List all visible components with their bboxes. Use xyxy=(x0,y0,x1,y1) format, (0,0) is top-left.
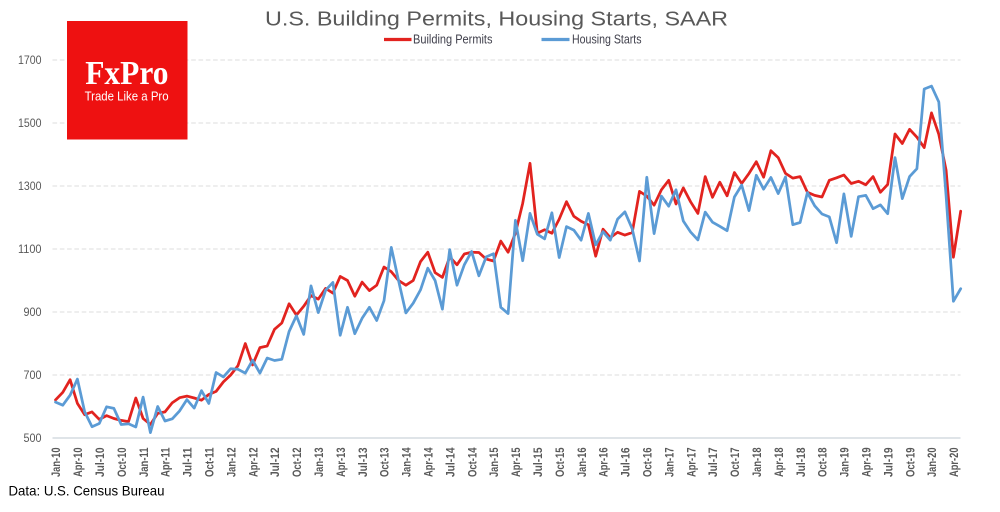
svg-text:Oct-14: Oct-14 xyxy=(467,447,479,477)
svg-text:Jul-13: Jul-13 xyxy=(358,448,370,478)
svg-text:Apr-18: Apr-18 xyxy=(774,447,786,477)
svg-text:Apr-10: Apr-10 xyxy=(73,448,85,478)
svg-text:Oct-17: Oct-17 xyxy=(730,448,742,478)
svg-text:Jan-14: Jan-14 xyxy=(402,447,414,477)
svg-text:Building Permits: Building Permits xyxy=(413,32,493,47)
svg-text:Apr-19: Apr-19 xyxy=(862,448,874,478)
svg-text:Oct-10: Oct-10 xyxy=(117,448,129,478)
svg-text:700: 700 xyxy=(24,370,42,382)
svg-text:Apr-20: Apr-20 xyxy=(949,448,961,478)
svg-text:900: 900 xyxy=(24,307,42,319)
svg-text:Jan-20: Jan-20 xyxy=(927,448,939,478)
svg-text:1300: 1300 xyxy=(18,181,42,193)
svg-text:FxPro: FxPro xyxy=(85,55,168,92)
svg-text:Data: U.S. Census Bureau: Data: U.S. Census Bureau xyxy=(9,483,165,499)
svg-text:Jul-10: Jul-10 xyxy=(95,448,107,478)
svg-text:Jan-19: Jan-19 xyxy=(840,448,852,478)
svg-text:Jan-10: Jan-10 xyxy=(51,448,63,478)
svg-text:Apr-12: Apr-12 xyxy=(248,448,260,478)
svg-text:Jan-15: Jan-15 xyxy=(489,447,501,477)
svg-text:Jul-11: Jul-11 xyxy=(183,447,195,477)
svg-text:Apr-15: Apr-15 xyxy=(511,447,523,477)
svg-text:Apr-17: Apr-17 xyxy=(686,448,698,478)
svg-text:1500: 1500 xyxy=(18,118,42,130)
svg-text:Apr-16: Apr-16 xyxy=(599,448,611,478)
svg-text:Apr-14: Apr-14 xyxy=(424,447,436,477)
svg-text:Apr-11: Apr-11 xyxy=(161,447,173,477)
svg-text:Jul-18: Jul-18 xyxy=(796,447,808,477)
svg-text:Jan-16: Jan-16 xyxy=(577,448,589,478)
svg-text:Oct-16: Oct-16 xyxy=(643,448,655,478)
svg-text:Trade Like a Pro: Trade Like a Pro xyxy=(85,89,169,103)
svg-text:Jul-16: Jul-16 xyxy=(621,448,633,478)
svg-text:Jul-14: Jul-14 xyxy=(445,447,457,477)
svg-text:Jul-12: Jul-12 xyxy=(270,448,282,478)
svg-text:Housing Starts: Housing Starts xyxy=(572,32,642,47)
svg-text:Oct-11: Oct-11 xyxy=(205,447,217,477)
svg-text:Jan-18: Jan-18 xyxy=(752,447,764,477)
svg-text:Jul-15: Jul-15 xyxy=(533,447,545,477)
svg-text:Oct-18: Oct-18 xyxy=(818,447,830,477)
svg-text:500: 500 xyxy=(24,433,42,445)
svg-text:Jul-19: Jul-19 xyxy=(883,448,895,478)
svg-text:Oct-15: Oct-15 xyxy=(555,447,567,477)
svg-text:Apr-13: Apr-13 xyxy=(336,448,348,478)
svg-text:1100: 1100 xyxy=(18,244,42,256)
svg-text:Jul-17: Jul-17 xyxy=(708,448,720,478)
svg-text:Jan-17: Jan-17 xyxy=(664,448,676,478)
svg-text:Oct-19: Oct-19 xyxy=(905,448,917,478)
svg-text:Jan-11: Jan-11 xyxy=(139,447,151,477)
svg-text:Jan-12: Jan-12 xyxy=(226,448,238,478)
svg-text:Oct-13: Oct-13 xyxy=(380,448,392,478)
svg-text:Oct-12: Oct-12 xyxy=(292,448,304,478)
svg-text:1700: 1700 xyxy=(18,55,42,67)
svg-text:U.S. Building Permits, Housing: U.S. Building Permits, Housing Starts, S… xyxy=(265,8,728,31)
svg-text:Jan-13: Jan-13 xyxy=(314,448,326,478)
